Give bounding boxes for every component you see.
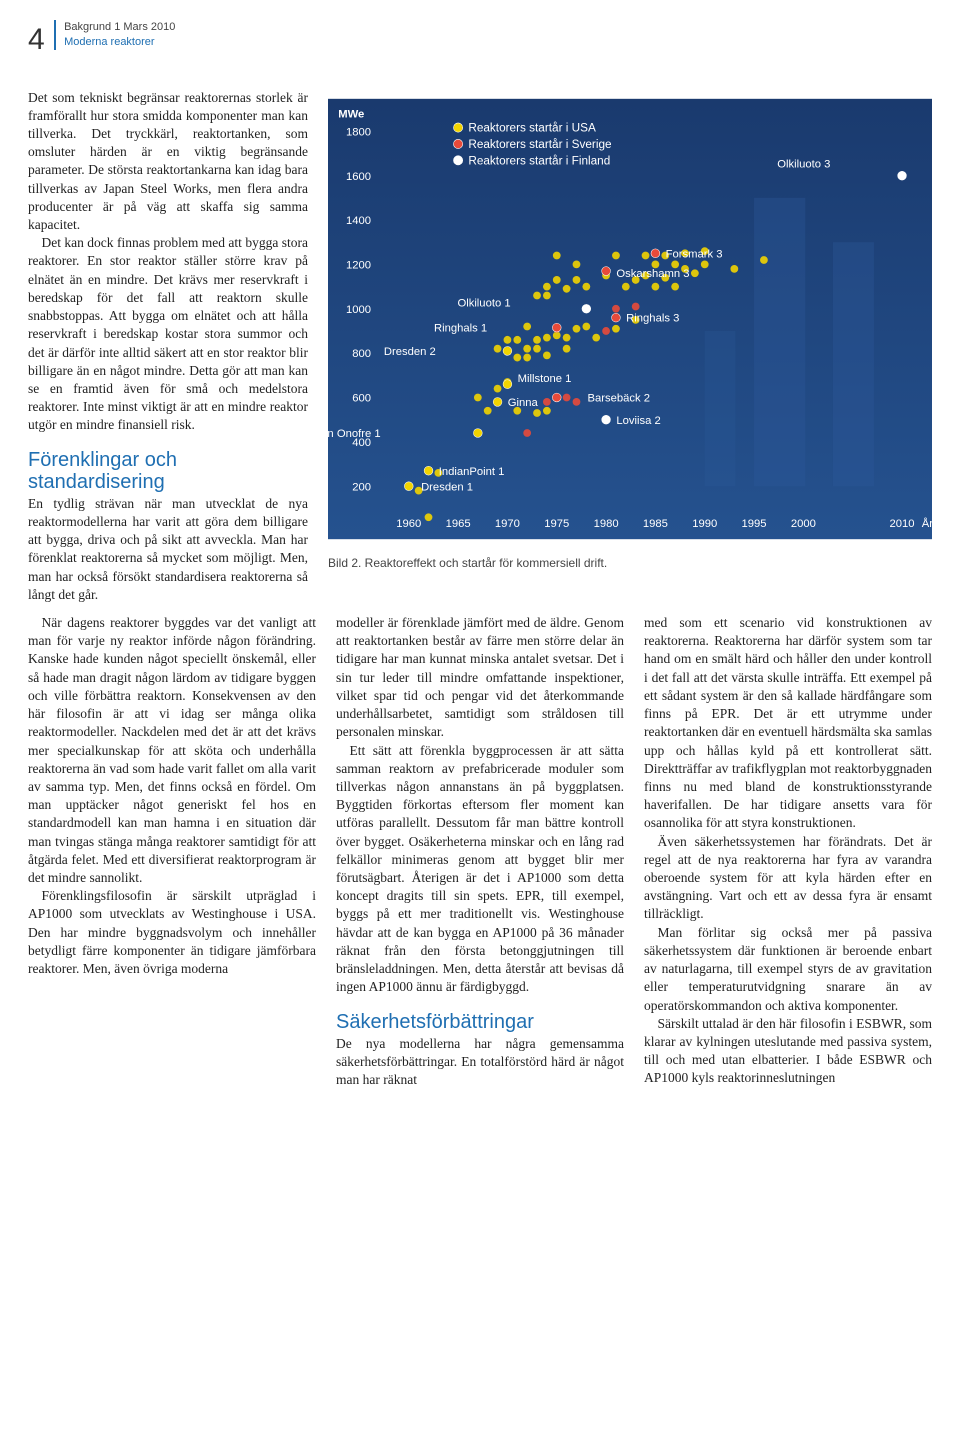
svg-text:Ginna: Ginna — [508, 397, 539, 409]
simplify-para-1: När dagens reaktorer byggdes var det van… — [28, 614, 316, 887]
right-para-3: Särskilt uttalad är den här filosofin i … — [644, 1015, 932, 1088]
svg-text:Dresden 2: Dresden 2 — [384, 346, 436, 358]
safety-para-0: De nya modellerna har några gemensamma s… — [336, 1035, 624, 1090]
header-line-2: Moderna reaktorer — [64, 35, 175, 50]
section-title-safety: Säkerhetsförbättringar — [336, 1011, 624, 1033]
section-title-simplify: Förenklingar och standardisering — [28, 449, 308, 493]
svg-text:1600: 1600 — [346, 170, 371, 182]
svg-text:800: 800 — [352, 348, 371, 360]
right-para-0: med som ett scenario vid konstruktionen … — [644, 614, 932, 833]
svg-text:2010: 2010 — [890, 517, 915, 529]
left-para-0: Det som tekniskt begränsar reaktorernas … — [28, 89, 308, 235]
right-para-1: Även säkerhetssystemen har förändrats. D… — [644, 833, 932, 924]
svg-text:200: 200 — [352, 481, 371, 493]
svg-text:Olkiluoto 3: Olkiluoto 3 — [777, 158, 830, 170]
chart-caption: Bild 2. Reaktoreffekt och startår för ko… — [328, 555, 932, 571]
svg-text:1000: 1000 — [346, 303, 371, 315]
svg-text:1965: 1965 — [446, 517, 471, 529]
svg-text:Loviisa 2: Loviisa 2 — [616, 414, 660, 426]
right-para-2: Man förlitar sig också mer på passiva sä… — [644, 924, 932, 1015]
svg-text:Barsebäck 2: Barsebäck 2 — [587, 392, 650, 404]
svg-text:600: 600 — [352, 392, 371, 404]
svg-text:MWe: MWe — [338, 108, 364, 120]
center-para-0: modeller är förenklade jämfört med de äl… — [336, 614, 624, 742]
svg-text:Ringhals 1: Ringhals 1 — [434, 322, 487, 334]
header-text-block: Bakgrund 1 Mars 2010 Moderna reaktorer — [54, 20, 175, 50]
chart-area: MWe2004006008001000120014001600180019601… — [328, 89, 932, 604]
svg-text:År: År — [922, 516, 932, 529]
svg-text:1960: 1960 — [396, 517, 421, 529]
svg-text:Millstone 1: Millstone 1 — [518, 373, 572, 385]
svg-text:San Onofre 1: San Onofre 1 — [328, 428, 381, 440]
svg-text:Reaktorers startår i Finland: Reaktorers startår i Finland — [468, 154, 610, 167]
page-header: 4 Bakgrund 1 Mars 2010 Moderna reaktorer — [28, 20, 932, 61]
svg-text:1970: 1970 — [495, 517, 520, 529]
svg-text:Oskarshamn 3: Oskarshamn 3 — [616, 268, 689, 280]
page-number: 4 — [28, 20, 45, 61]
svg-text:Dresden 1: Dresden 1 — [421, 481, 473, 493]
center-para-1: Ett sätt att förenkla byggprocessen är a… — [336, 742, 624, 997]
svg-text:1400: 1400 — [346, 215, 371, 227]
svg-text:1990: 1990 — [692, 517, 717, 529]
svg-text:Reaktorers startår i Sverige: Reaktorers startår i Sverige — [468, 138, 612, 151]
svg-text:1800: 1800 — [346, 126, 371, 138]
lower-columns: När dagens reaktorer byggdes var det van… — [28, 614, 932, 1089]
svg-text:1985: 1985 — [643, 517, 668, 529]
left-column: Det som tekniskt begränsar reaktorernas … — [28, 89, 308, 604]
svg-text:1975: 1975 — [544, 517, 569, 529]
svg-text:Olkiluoto 1: Olkiluoto 1 — [457, 297, 510, 309]
reactor-chart: MWe2004006008001000120014001600180019601… — [328, 89, 932, 549]
svg-text:1980: 1980 — [594, 517, 619, 529]
svg-text:2000: 2000 — [791, 517, 816, 529]
simplify-para-0: En tydlig strävan när man utvecklat de n… — [28, 495, 308, 604]
svg-text:1995: 1995 — [742, 517, 767, 529]
header-line-1: Bakgrund 1 Mars 2010 — [64, 20, 175, 35]
svg-text:IndianPoint 1: IndianPoint 1 — [439, 465, 505, 477]
svg-text:1200: 1200 — [346, 259, 371, 271]
left-para-1: Det kan dock finnas problem med att bygg… — [28, 234, 308, 434]
upper-section: Det som tekniskt begränsar reaktorernas … — [28, 89, 932, 604]
svg-text:Ringhals 3: Ringhals 3 — [626, 312, 679, 324]
svg-text:Forsmark 3: Forsmark 3 — [666, 248, 723, 260]
svg-text:Reaktorers startår i USA: Reaktorers startår i USA — [468, 121, 596, 134]
simplify-para-2: Förenklingsfilosofin är särskilt utprägl… — [28, 887, 316, 978]
